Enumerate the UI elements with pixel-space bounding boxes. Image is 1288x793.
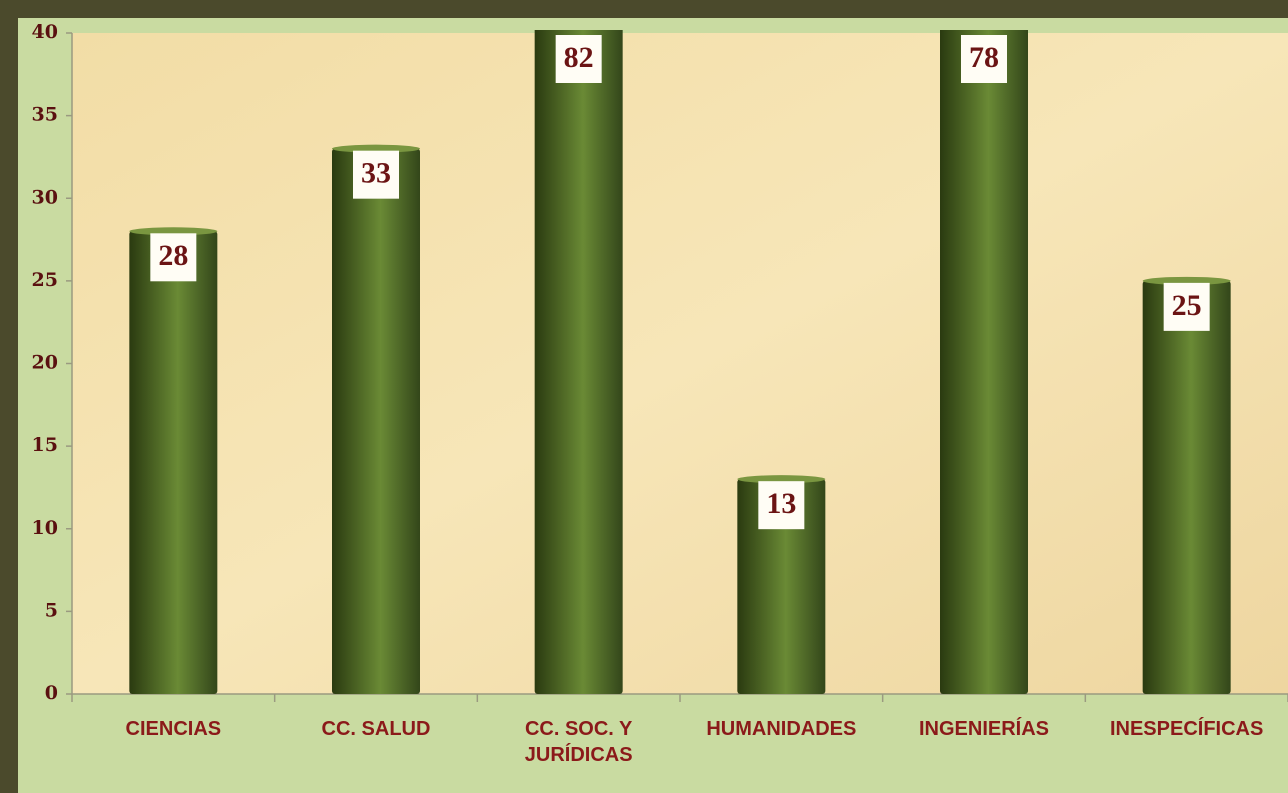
plot-area [72,33,1288,694]
y-tick-label: 30 [32,186,58,208]
bar-group [332,144,420,695]
bar [534,30,623,694]
value-label-box [1163,282,1210,331]
value-label-box [758,481,805,530]
y-tick-label: 35 [32,104,58,126]
bar [940,30,1028,694]
bar [129,231,218,695]
y-tick-label: 0 [45,682,58,704]
bar [332,148,420,695]
y-tick-label: 10 [32,517,58,539]
x-tick-label: CC. SOC. Y JURÍDICAS [524,718,633,766]
value-label: 28 [158,239,188,272]
x-tick-label: INGENIERÍAS [918,718,1050,740]
bar-group [1142,276,1231,694]
value-label-box [353,150,399,199]
x-tick-label: CC. SALUD [321,718,431,740]
bar-group [129,227,218,695]
y-tick-label: 20 [32,352,58,374]
x-tick-label: HUMANIDADES [706,718,857,740]
value-label: 33 [361,157,391,190]
bar [737,479,826,694]
value-label-box [150,233,197,282]
bar [1142,280,1231,694]
y-tick-label: 5 [45,599,58,621]
value-label-box [961,35,1007,83]
value-label: 82 [564,41,594,74]
bar-group [534,30,623,694]
y-tick-label: 15 [32,434,58,456]
value-label: 25 [1172,289,1202,322]
value-label: 13 [766,487,796,520]
value-label-box [555,35,602,83]
x-tick-label: INESPECÍFICAS [1109,718,1264,740]
value-label: 78 [969,41,999,74]
y-tick-label: 25 [32,269,58,291]
x-tick-label: CIENCIAS [125,718,222,740]
y-tick-label: 40 [32,21,58,43]
bars [129,30,1231,695]
bar-group [940,30,1028,694]
